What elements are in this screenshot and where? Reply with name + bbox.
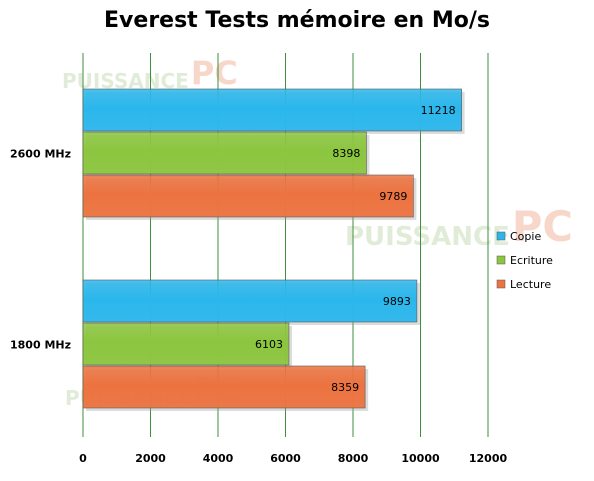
legend-swatch bbox=[496, 255, 506, 265]
data-label: 6103 bbox=[255, 338, 283, 351]
bar-ecriture bbox=[82, 322, 290, 366]
chart-title: Everest Tests mémoire en Mo/s bbox=[104, 8, 490, 33]
bar-copie bbox=[82, 88, 462, 132]
data-label: 8398 bbox=[332, 147, 360, 160]
x-tick-label: 0 bbox=[79, 452, 87, 465]
legend-label: Ecriture bbox=[510, 254, 553, 267]
x-tick-label: 8000 bbox=[338, 452, 369, 465]
bar-ecriture bbox=[82, 131, 367, 175]
data-label: 11218 bbox=[421, 104, 456, 117]
x-tick-label: 4000 bbox=[203, 452, 234, 465]
watermark-suffix: PC bbox=[191, 54, 238, 92]
legend-swatch bbox=[496, 231, 506, 241]
legend-label: Lecture bbox=[510, 278, 551, 291]
watermark-text: PUISSANCE bbox=[345, 222, 510, 252]
category-label: 1800 MHz bbox=[10, 339, 71, 352]
y-axis-category-labels: 2600 MHz 1800 MHz bbox=[10, 148, 71, 352]
bar-lecture bbox=[82, 174, 414, 218]
x-tick-label: 6000 bbox=[270, 452, 301, 465]
category-label: 2600 MHz bbox=[10, 148, 71, 161]
data-label: 9789 bbox=[379, 190, 407, 203]
watermark-suffix: PC bbox=[512, 202, 573, 251]
legend: Copie Ecriture Lecture bbox=[496, 230, 553, 291]
legend-swatch bbox=[496, 279, 506, 289]
x-axis-ticks: 0 2000 4000 6000 8000 10000 12000 bbox=[79, 452, 507, 465]
x-tick-label: 10000 bbox=[401, 452, 440, 465]
legend-label: Copie bbox=[510, 230, 541, 243]
data-label: 8359 bbox=[331, 381, 359, 394]
x-tick-label: 2000 bbox=[135, 452, 166, 465]
bars bbox=[82, 88, 465, 411]
data-labels: 11218 8398 9789 9893 6103 8359 bbox=[255, 104, 456, 394]
x-tick-label: 12000 bbox=[469, 452, 508, 465]
data-label: 9893 bbox=[383, 295, 411, 308]
bar-lecture bbox=[82, 365, 366, 409]
bar-copie bbox=[82, 279, 418, 323]
